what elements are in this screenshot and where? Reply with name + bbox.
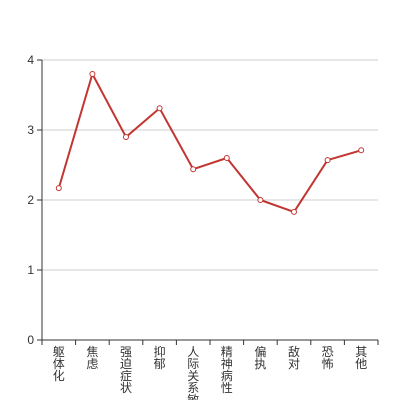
data-point[interactable] bbox=[89, 71, 96, 77]
y-axis-tick-labels: 0 1 2 3 4 bbox=[27, 53, 34, 347]
grid-lines bbox=[42, 59, 378, 271]
x-tick-label: 其他 bbox=[355, 345, 367, 371]
axes bbox=[37, 59, 379, 345]
data-point[interactable] bbox=[358, 147, 365, 154]
y-tick-label: 1 bbox=[27, 263, 34, 277]
data-point[interactable] bbox=[156, 105, 163, 112]
x-tick-label: 焦虑 bbox=[86, 345, 98, 371]
y-tick-label: 2 bbox=[27, 193, 34, 207]
x-tick-label: 强迫症状 bbox=[120, 345, 132, 395]
x-tick-label: 抑郁 bbox=[154, 344, 166, 371]
y-tick-label: 4 bbox=[27, 53, 34, 67]
data-point[interactable] bbox=[223, 155, 230, 161]
data-point[interactable] bbox=[257, 197, 264, 203]
x-tick-label: 敌对 bbox=[288, 344, 300, 371]
series-line bbox=[57, 73, 362, 213]
x-tick-label: 恐怖 bbox=[322, 345, 334, 371]
y-tick-label: 0 bbox=[27, 333, 34, 347]
series-line-0 bbox=[57, 73, 362, 213]
data-point[interactable] bbox=[190, 166, 197, 173]
data-points bbox=[55, 71, 365, 215]
x-tick-label: 躯体化 bbox=[53, 344, 65, 383]
data-point[interactable] bbox=[123, 134, 129, 140]
y-tick-label: 3 bbox=[27, 123, 34, 137]
data-point[interactable] bbox=[324, 157, 331, 164]
data-point[interactable] bbox=[55, 185, 62, 192]
x-tick-label: 精神病性 bbox=[221, 345, 233, 395]
x-tick-label: 偏执 bbox=[254, 344, 266, 371]
x-tick-label: 人际关系敏 bbox=[187, 345, 199, 400]
data-point[interactable] bbox=[291, 208, 297, 215]
